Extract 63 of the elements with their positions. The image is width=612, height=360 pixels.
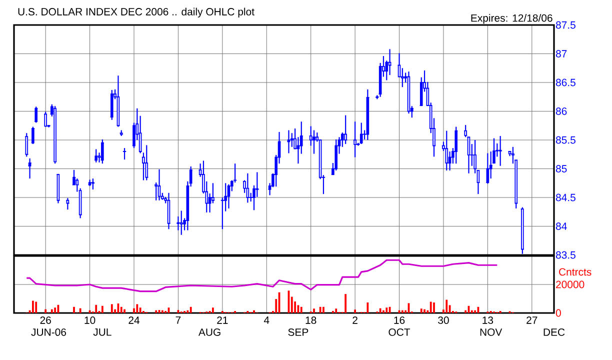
candlestick: [486, 152, 490, 184]
candlestick: [94, 148, 98, 163]
x-tick-label: 18: [306, 316, 316, 324]
candlestick: [400, 68, 404, 88]
y-tick-label: 86.5: [556, 78, 576, 86]
x-tick-label: 16: [394, 316, 405, 324]
candlestick: [144, 144, 149, 181]
x-tick-label: 2: [352, 316, 358, 324]
candlestick: [255, 172, 260, 198]
x-tick-label: 7: [176, 316, 181, 324]
candlestick: [344, 114, 348, 145]
y-tick-label: 87: [556, 50, 567, 58]
x2-tick-label: AUG: [198, 328, 220, 336]
candlestick: [359, 122, 364, 145]
candlestick: [28, 158, 32, 180]
y-tick-label: 20000: [556, 280, 584, 288]
x-tick-label: 26: [40, 316, 51, 324]
candlestick: [176, 216, 180, 231]
x2-tick-label: SEP: [288, 328, 308, 336]
candlestick: [444, 130, 449, 172]
x-tick-label: 4: [264, 316, 270, 324]
candlestick: [110, 89, 114, 120]
candlestick: [24, 132, 29, 158]
x-tick-label: 30: [438, 316, 449, 324]
x2-tick-label: JUN-06: [31, 328, 66, 336]
candlestick: [498, 135, 502, 166]
x2-tick-label: DEC: [544, 328, 565, 336]
x-tick-label: 24: [128, 316, 140, 324]
x-tick-label: 13: [482, 316, 494, 324]
x-tick-label: 27: [526, 316, 538, 324]
y-tick-label: 85: [556, 165, 567, 172]
candlestick: [166, 192, 171, 230]
y-tick-label: 87.5: [556, 21, 576, 29]
candlestick: [312, 130, 316, 154]
candlestick: [30, 126, 35, 145]
y-tick-label: 84.5: [556, 194, 576, 202]
candlestick: [226, 184, 231, 209]
y-tick-label: 84: [556, 222, 567, 230]
y-axis-title: Cntrcts: [559, 268, 592, 276]
x-tick-label: 21: [217, 316, 228, 324]
candlestick: [100, 138, 104, 164]
candlestick: [334, 138, 338, 172]
candlestick: [353, 121, 358, 158]
y-tick-label: 0: [556, 309, 561, 317]
candlestick: [210, 182, 215, 204]
x2-tick-label: JUL: [93, 328, 112, 336]
text: Expires: 12/18/06: [471, 14, 552, 24]
candlestick: [34, 106, 38, 124]
candlestick: [454, 126, 458, 164]
line-series: [26, 259, 498, 292]
y-tick-label: 83.5: [556, 251, 576, 259]
candlestick: [179, 210, 184, 236]
y-tick-label: 85.5: [556, 136, 576, 144]
candlestick: [157, 168, 162, 201]
candlestick: [246, 172, 250, 204]
x2-tick-label: OCT: [388, 328, 410, 336]
candlestick: [44, 111, 48, 128]
y-tick-label: 86: [556, 108, 567, 115]
x-tick-label: 10: [84, 316, 96, 324]
candlestick: [90, 178, 95, 190]
chart-title: U.S. DOLLAR INDEX DEC 2006 .. daily OHLC plot: [18, 8, 254, 18]
candlestick: [286, 130, 291, 154]
x2-tick-label: NOV: [480, 328, 502, 336]
